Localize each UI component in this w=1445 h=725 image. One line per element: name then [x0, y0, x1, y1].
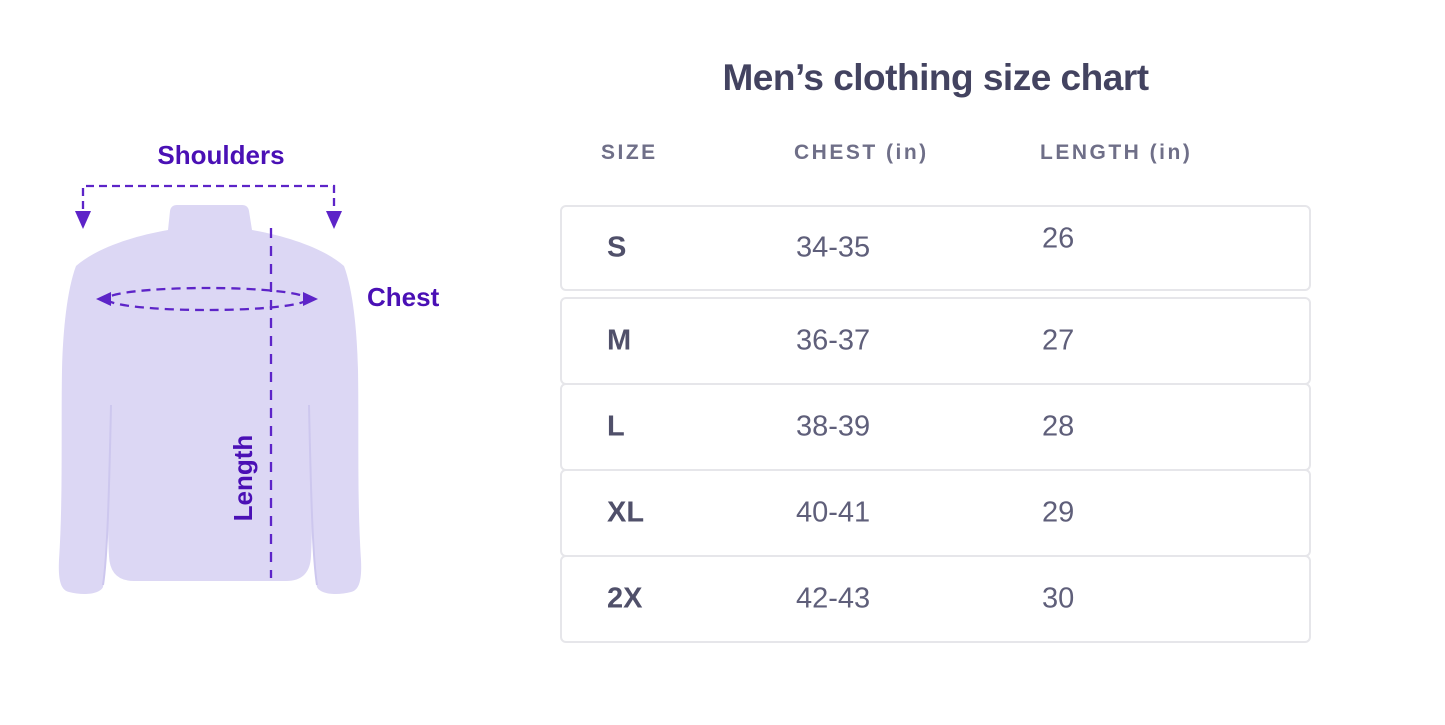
size-cell: 2X	[607, 582, 643, 615]
column-header-size: SIZE	[601, 141, 658, 164]
column-header-chest: CHEST (in)	[794, 141, 929, 164]
chest-cell: 42-43	[796, 582, 871, 615]
chest-arrow-right-icon	[303, 292, 318, 306]
size-table: S 34-35 26 M 36-37 27 L 38-39 28 XL 40-4…	[560, 205, 1311, 643]
length-cell: 29	[1042, 496, 1075, 529]
size-cell: M	[607, 324, 632, 357]
length-cell: 27	[1042, 324, 1075, 357]
shirt-silhouette-icon	[58, 205, 362, 595]
length-cell: 26	[1042, 222, 1075, 255]
chest-cell: 36-37	[796, 324, 871, 357]
shirt-illustration-svg	[58, 184, 362, 595]
sleeve-crease-right	[308, 404, 318, 586]
table-row: XL 40-41 29	[560, 469, 1311, 557]
chest-cell: 40-41	[796, 496, 871, 529]
chest-arrow-left-icon	[96, 292, 111, 306]
table-row: M 36-37 27	[560, 297, 1311, 385]
table-row: 2X 42-43 30	[560, 555, 1311, 643]
shoulders-arrow-right-icon	[326, 211, 342, 229]
size-cell: L	[607, 410, 625, 443]
sleeve-crease-left	[102, 404, 112, 586]
table-row: L 38-39 28	[560, 383, 1311, 471]
size-cell: S	[607, 231, 627, 264]
length-cell: 28	[1042, 410, 1075, 443]
shoulders-arrow-left-icon	[75, 211, 91, 229]
shoulders-label: Shoulders	[157, 140, 285, 170]
shirt-measurement-diagram	[30, 125, 470, 685]
size-cell: XL	[607, 496, 645, 529]
chest-cell: 34-35	[796, 231, 871, 264]
length-cell: 30	[1042, 582, 1075, 615]
column-header-length: LENGTH (in)	[1040, 141, 1193, 164]
chest-cell: 38-39	[796, 410, 871, 443]
length-label: Length	[228, 434, 258, 522]
table-row: S 34-35 26	[560, 205, 1311, 291]
chest-label: Chest	[367, 282, 440, 312]
shoulders-measure-bracket	[81, 184, 336, 209]
page-title: Men’s clothing size chart	[722, 57, 1149, 98]
